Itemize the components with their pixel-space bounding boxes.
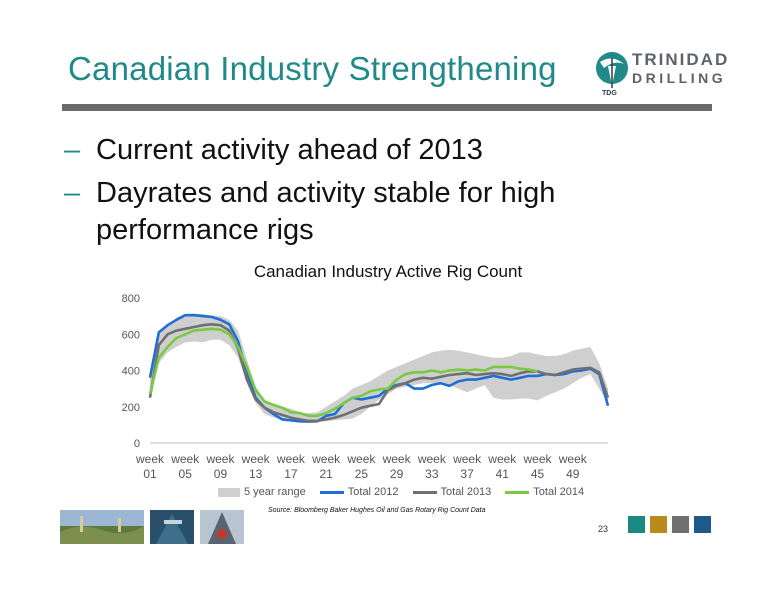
photo-strip — [60, 510, 244, 544]
legend-swatch-2012 — [319, 490, 344, 494]
chart-title: Canadian Industry Active Rig Count — [253, 262, 523, 281]
legend-item-2013: Total 2013 — [412, 486, 492, 498]
x-tick-label: week — [170, 452, 200, 466]
legend-swatch-2014 — [505, 490, 530, 494]
title-rule — [62, 104, 712, 111]
brand-square — [672, 516, 689, 533]
legend-swatch-2013 — [412, 490, 437, 494]
series-line-total-2012 — [148, 313, 610, 423]
x-tick-label: week — [417, 452, 447, 466]
legend-item-2014: Total 2014 — [505, 486, 584, 498]
series-line-total-2014 — [148, 327, 538, 418]
x-tick-label: week — [311, 452, 341, 466]
bullet-text: Dayrates and activity stable for high pe… — [96, 177, 556, 246]
x-tick-label: 01 — [143, 467, 157, 481]
x-tick-label: 21 — [319, 467, 333, 481]
x-tick-label: week — [346, 452, 376, 466]
x-tick-label: week — [523, 452, 553, 466]
y-tick-label: 400 — [122, 366, 140, 378]
x-tick-label: 33 — [425, 467, 439, 481]
logo-word-drilling: DRILLING — [632, 70, 727, 86]
y-tick-label: 0 — [134, 438, 140, 450]
x-tick-label: week — [487, 452, 517, 466]
x-tick-label: 45 — [531, 467, 545, 481]
company-logo: TRINIDAD DRILLING TDG — [590, 46, 727, 102]
legend-item-band: 5 year range — [218, 486, 306, 498]
x-tick-label: week — [558, 452, 588, 466]
source-note: Source: Bloomberg Baker Hughes Oil and G… — [268, 507, 486, 514]
legend-label-2013: Total 2013 — [440, 486, 492, 498]
x-tick-label: week — [135, 452, 165, 466]
brand-square — [650, 516, 667, 533]
globe-logo-icon — [596, 52, 628, 88]
rig-closeup-photo — [150, 510, 194, 544]
band-5-year-range — [150, 313, 608, 422]
x-tick-label: 05 — [179, 467, 193, 481]
bullet-marker: – — [64, 177, 81, 209]
bullet-text: Current activity ahead of 2013 — [96, 134, 483, 166]
slide-title: Canadian Industry Strengthening — [68, 50, 557, 87]
legend-swatch-band — [218, 487, 240, 497]
x-tick-label: 37 — [460, 467, 474, 481]
x-tick-label: week — [452, 452, 482, 466]
bullet-list: – Current activity ahead of 2013 – Dayra… — [64, 132, 664, 255]
legend-label-2012: Total 2012 — [347, 486, 399, 498]
y-tick-label: 200 — [122, 402, 140, 414]
bullet-item: – Current activity ahead of 2013 — [64, 132, 664, 169]
logo-tag: TDG — [602, 90, 617, 97]
brand-squares — [628, 516, 711, 533]
legend-label-band: 5 year range — [244, 486, 306, 498]
brand-square — [628, 516, 645, 533]
page-number: 23 — [598, 524, 609, 534]
logo-word-trinidad: TRINIDAD — [632, 50, 730, 69]
x-tick-label: week — [205, 452, 235, 466]
x-tick-label: 17 — [284, 467, 298, 481]
x-tick-label: 25 — [355, 467, 369, 481]
x-tick-label: 29 — [390, 467, 404, 481]
x-tick-label: 13 — [249, 467, 263, 481]
x-tick-label: 49 — [566, 467, 580, 481]
x-tick-label: week — [276, 452, 306, 466]
chart-legend: 5 year range Total 2012 Total 2013 Total… — [218, 486, 584, 498]
legend-item-2012: Total 2012 — [319, 486, 399, 498]
rig-crew-photo — [200, 510, 244, 544]
x-tick-label: 09 — [214, 467, 228, 481]
brand-square — [694, 516, 711, 533]
x-tick-label: 41 — [496, 467, 510, 481]
x-tick-label: week — [382, 452, 412, 466]
bullet-marker: – — [64, 134, 81, 166]
legend-label-2014: Total 2014 — [533, 486, 585, 498]
x-tick-label: week — [241, 452, 271, 466]
y-tick-label: 800 — [122, 293, 140, 305]
bullet-item: – Dayrates and activity stable for high … — [64, 175, 664, 249]
y-tick-label: 600 — [122, 329, 140, 341]
rig-landscape-photo — [60, 510, 144, 544]
